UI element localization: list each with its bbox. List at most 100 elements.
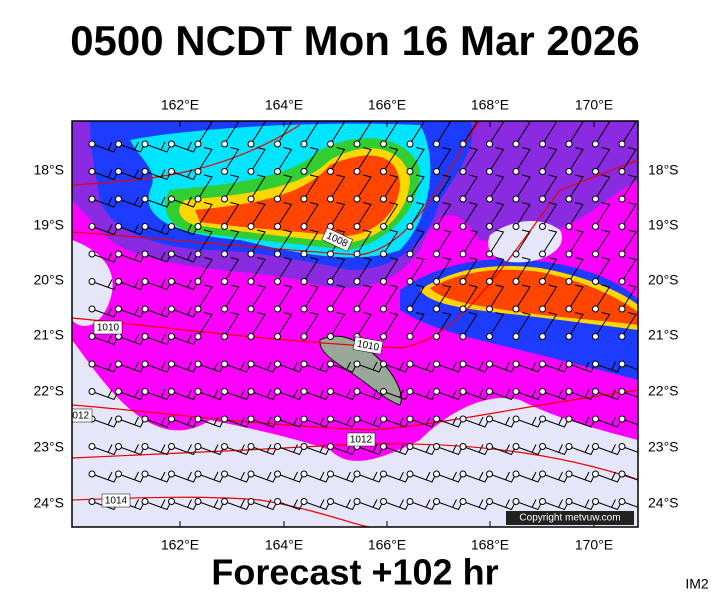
barb-station [380, 305, 387, 313]
barb-station [168, 140, 175, 148]
barb-station [194, 223, 202, 230]
wind-barb [433, 202, 452, 230]
barb-station [247, 305, 255, 313]
barb-station [406, 195, 414, 203]
barb-station [592, 168, 599, 175]
lat-label: 21°S [33, 327, 64, 343]
wind-barb [406, 498, 437, 511]
wind-barb [168, 168, 198, 181]
barb-shaft [436, 229, 452, 255]
barb-station [247, 168, 255, 175]
barb-station [300, 498, 308, 505]
corner-label: IM2 [685, 576, 709, 592]
wind-barb [141, 250, 172, 263]
barb-station [433, 250, 440, 258]
barb-station [274, 168, 281, 175]
wind-barb [486, 229, 505, 258]
barb-station [565, 333, 573, 340]
wind-barb [565, 257, 584, 285]
barb-station [274, 333, 281, 340]
wind-barb [327, 284, 346, 313]
barb-shaft [489, 284, 505, 310]
barb-shaft [277, 121, 293, 145]
wind-barb [221, 360, 251, 373]
barb-station [141, 360, 149, 368]
barb-station [247, 415, 255, 423]
barb-station [565, 250, 573, 258]
barb-station [406, 470, 414, 478]
barb-station [459, 388, 467, 395]
wind-barb [539, 174, 558, 203]
barb-shaft [303, 312, 319, 337]
wind-barb [433, 121, 452, 148]
barb-station [539, 195, 546, 203]
wind-barb [512, 415, 543, 428]
lon-label: 164°E [265, 537, 303, 553]
wind-barb [300, 257, 319, 285]
lat-label: 19°S [33, 217, 64, 233]
wind-barb [115, 388, 145, 401]
barb-shaft [568, 121, 584, 145]
barb-station [380, 333, 387, 340]
barb-station [141, 443, 149, 450]
barb-shaft [330, 147, 346, 172]
barb-station [115, 195, 122, 203]
barb-station [221, 223, 228, 230]
barb-station [459, 278, 467, 285]
barb-shaft [595, 121, 611, 145]
barb-station [592, 140, 599, 148]
barb-station [168, 250, 175, 258]
barb-station [168, 443, 175, 450]
barb-station [141, 278, 149, 285]
barb-shaft [595, 147, 611, 172]
barb-shaft [224, 229, 240, 255]
barb-station [353, 168, 361, 175]
barb-station [380, 443, 387, 450]
wind-barb [406, 284, 425, 313]
barb-shaft [462, 257, 478, 282]
barb-shaft [595, 202, 611, 227]
barb-station [194, 415, 202, 423]
wind-barb [221, 312, 240, 340]
wind-barb [618, 443, 638, 453]
barb-station [539, 333, 546, 340]
isobar-label-box [101, 493, 131, 508]
wind-barb [459, 415, 490, 428]
barb-station [618, 443, 626, 450]
barb-shaft [462, 284, 478, 310]
barb-station [406, 278, 414, 285]
wind-barb [406, 174, 425, 203]
barb-station [300, 250, 308, 258]
lon-label: 166°E [368, 97, 406, 113]
barb-station [274, 195, 281, 203]
wind-barb [433, 257, 452, 285]
wind-barb [459, 174, 478, 203]
wind-barb [592, 121, 611, 148]
barb-station [274, 498, 281, 505]
wind-barb [247, 174, 266, 203]
wind-barb [380, 147, 399, 175]
barb-station [168, 470, 175, 478]
wind-barb [592, 147, 611, 175]
barb-shaft [436, 174, 452, 200]
barb-station [300, 140, 308, 148]
map-frame [71, 120, 639, 528]
barb-station [353, 140, 361, 148]
barb-station [88, 250, 96, 258]
wind-barb [486, 498, 516, 511]
barb-station [406, 305, 414, 313]
barb-station [486, 168, 493, 175]
wind-barb [247, 284, 266, 313]
lat-label: 24°S [648, 495, 679, 511]
wind-barb [406, 257, 425, 285]
barb-shaft [250, 174, 266, 200]
barb-shaft [224, 174, 240, 200]
barb-station [592, 195, 599, 203]
barb-station [539, 140, 546, 148]
barb-station [353, 195, 361, 203]
wind-barb [618, 284, 637, 313]
wind-barb [221, 257, 240, 285]
barb-station [327, 195, 334, 203]
barb-shaft [515, 174, 531, 200]
barb-shaft [568, 202, 584, 227]
